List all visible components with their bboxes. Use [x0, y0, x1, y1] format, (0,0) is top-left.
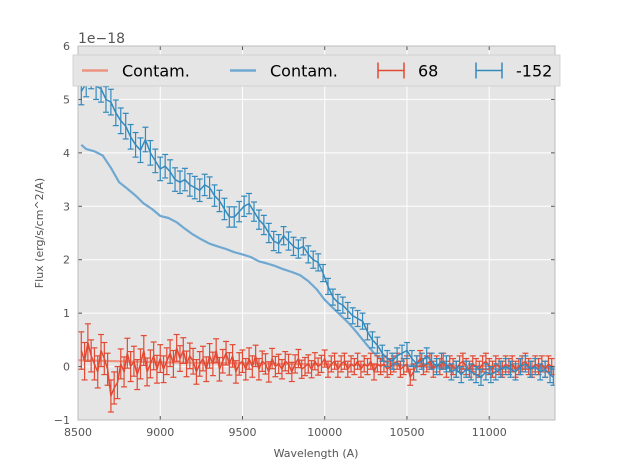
ticks-layer: 8500 9000 9500 10000 10500 11000 −1 0 1 2 3 4 5 6 — [54, 40, 556, 439]
y-tick-label: 1 — [63, 307, 70, 320]
legend-label-3: -152 — [516, 62, 552, 81]
y-tick-label: 6 — [63, 40, 70, 53]
y-tick-label: 0 — [63, 361, 70, 374]
y-tick-label: 4 — [63, 147, 70, 160]
x-tick-label: 8500 — [64, 426, 92, 439]
plot-border — [77, 45, 556, 421]
y-tick-label: −1 — [54, 414, 70, 427]
x-axis-label: Wavelength (A) — [274, 447, 359, 460]
legend-label-2: 68 — [418, 62, 438, 81]
y-axis-label: Flux (erg/s/cm^2/A) — [33, 178, 46, 288]
x-tick-label: 11000 — [472, 426, 507, 439]
y-tick-label: 5 — [63, 93, 70, 106]
offset-text: 1e−18 — [78, 31, 125, 47]
legend-label-0: Contam. — [122, 62, 190, 81]
x-tick-label: 10500 — [389, 426, 424, 439]
x-tick-label: 10000 — [307, 426, 342, 439]
y-tick-label: 3 — [63, 200, 70, 213]
x-tick-label: 9500 — [228, 426, 256, 439]
series-line — [80, 74, 554, 379]
legend: Contam. Contam. 68 -152 — [72, 54, 561, 87]
x-tick-label: 9000 — [146, 426, 174, 439]
legend-label-1: Contam. — [270, 62, 338, 81]
y-tick-label: 2 — [63, 254, 70, 267]
